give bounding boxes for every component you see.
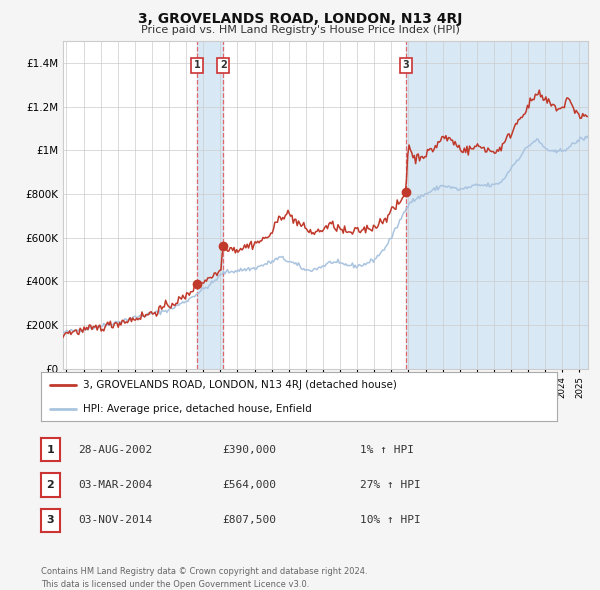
Text: 3, GROVELANDS ROAD, LONDON, N13 4RJ (detached house): 3, GROVELANDS ROAD, LONDON, N13 4RJ (det… [83,381,397,391]
Text: £390,000: £390,000 [222,445,276,454]
Text: HPI: Average price, detached house, Enfield: HPI: Average price, detached house, Enfi… [83,404,312,414]
Text: 1: 1 [47,445,54,454]
Text: 2: 2 [47,480,54,490]
Text: 10% ↑ HPI: 10% ↑ HPI [360,516,421,525]
Text: 1% ↑ HPI: 1% ↑ HPI [360,445,414,454]
Text: 03-NOV-2014: 03-NOV-2014 [78,516,152,525]
Text: 3: 3 [47,516,54,525]
Text: £807,500: £807,500 [222,516,276,525]
Text: £564,000: £564,000 [222,480,276,490]
Bar [197,41,223,369]
Text: Price paid vs. HM Land Registry's House Price Index (HPI): Price paid vs. HM Land Registry's House … [140,25,460,35]
Text: 28-AUG-2002: 28-AUG-2002 [78,445,152,454]
Text: 2: 2 [220,60,227,70]
Bar [406,41,588,369]
Text: 3, GROVELANDS ROAD, LONDON, N13 4RJ: 3, GROVELANDS ROAD, LONDON, N13 4RJ [138,12,462,26]
Text: 03-MAR-2004: 03-MAR-2004 [78,480,152,490]
Text: Contains HM Land Registry data © Crown copyright and database right 2024.
This d: Contains HM Land Registry data © Crown c… [41,568,367,589]
Text: 3: 3 [403,60,409,70]
Text: 27% ↑ HPI: 27% ↑ HPI [360,480,421,490]
Text: 1: 1 [194,60,200,70]
